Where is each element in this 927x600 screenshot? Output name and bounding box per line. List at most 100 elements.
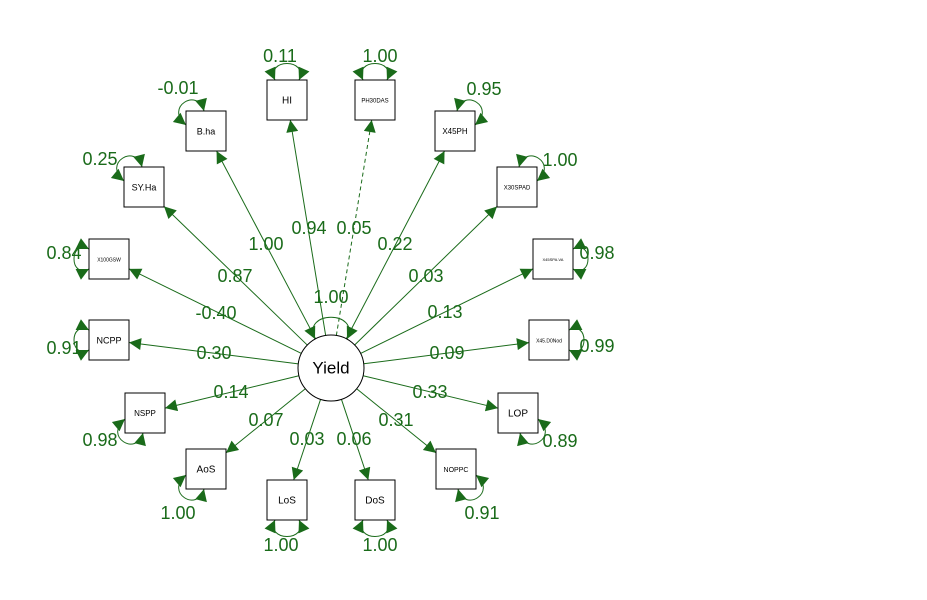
node-box-lop[interactable] (497, 392, 539, 434)
node-box-x45spad[interactable] (532, 238, 574, 280)
variance-loop-dos (352, 519, 398, 537)
path-coefficient-syha: 0.87 (217, 266, 252, 286)
node-label-x45ph: X45PH (442, 127, 468, 136)
node-label-noppc: NOPPC (444, 467, 469, 474)
node-box-x30spad[interactable] (496, 166, 538, 208)
variance-value-ncpp: 0.91 (46, 338, 81, 358)
variance-loop-aos (172, 474, 207, 503)
node-label-x45spad: X45SPA.VA (543, 257, 564, 262)
node-box-ph30das[interactable] (354, 79, 396, 121)
variance-loop-noppc (455, 474, 490, 503)
variance-value-noppc: 0.91 (464, 503, 499, 523)
yield-circle[interactable] (297, 334, 365, 402)
center-node[interactable]: Yield (297, 334, 365, 402)
variance-value-x45donod: 0.99 (579, 336, 614, 356)
path-coefficient-nspp: 0.14 (213, 382, 248, 402)
edge-ph30das (335, 119, 376, 336)
center-label: Yield (312, 358, 349, 377)
variance-value-x30spad: 1.00 (542, 150, 577, 170)
edge-ncpp (128, 338, 299, 365)
variance-loop-ncpp (73, 319, 90, 361)
node-box-syha[interactable] (123, 166, 165, 208)
node-box-dos[interactable] (354, 479, 396, 521)
path-coefficient-lop: 0.33 (412, 382, 447, 402)
edge-bha (216, 150, 317, 340)
node-label-ncpp: NCPP (96, 335, 121, 345)
label-layer: HI 0.94 0.11 PH30DAS 0.05 1.00 X45PH 0.22 0.95 X3… (46, 46, 614, 555)
center-variance-value: 1.00 (313, 287, 348, 307)
path-coefficient-hi: 0.94 (291, 218, 326, 238)
node-label-aos: AoS (197, 465, 216, 476)
edge-x100gsw (128, 268, 302, 354)
path-coefficient-aos: 0.07 (248, 410, 283, 430)
edge-layer (128, 119, 534, 481)
node-box-x100gsw[interactable] (88, 238, 130, 280)
node-label-hi: HI (282, 96, 292, 107)
variance-value-syha: 0.25 (82, 149, 117, 169)
variance-value-dos: 1.00 (362, 535, 397, 555)
variance-loop-x45ph (454, 97, 489, 126)
variance-loop-x30spad (516, 153, 551, 182)
node-label-syha: SY.Ha (132, 182, 157, 192)
variance-value-bha: -0.01 (157, 78, 198, 98)
edge-x30spad (354, 206, 498, 346)
edge-noppc (356, 388, 437, 454)
edge-x45donod (363, 338, 530, 365)
variance-value-aos: 1.00 (160, 503, 195, 523)
variance-value-x100gsw: 0.84 (46, 243, 81, 263)
variance-value-hi: 0.11 (263, 46, 297, 66)
node-box-nspp[interactable] (124, 392, 166, 434)
node-layer (88, 79, 574, 521)
edge-x45ph (345, 150, 445, 339)
edge-los (291, 399, 322, 481)
node-box-los[interactable] (266, 479, 308, 521)
node-box-ncpp[interactable] (88, 319, 130, 361)
variance-value-nspp: 0.98 (82, 430, 117, 450)
node-label-nspp: NSPP (134, 409, 156, 418)
variance-loop-syha (110, 153, 145, 182)
path-coefficient-x45ph: 0.22 (377, 234, 412, 254)
node-label-bha: B.ha (197, 126, 216, 136)
node-box-noppc[interactable] (435, 448, 477, 490)
node-label-x30spad: X30SPAD (504, 186, 531, 192)
path-coefficient-dos: 0.06 (336, 429, 371, 449)
variance-loop-layer (73, 63, 589, 537)
path-coefficient-los: 0.03 (289, 429, 324, 449)
variance-loop-los (264, 519, 310, 537)
variance-loop-x45donod (568, 319, 585, 361)
variance-value-los: 1.00 (263, 535, 298, 555)
path-coefficient-x30spad: 0.03 (408, 266, 443, 286)
variance-value-x45spad: 0.98 (579, 243, 614, 263)
node-label-los: LoS (278, 496, 296, 507)
edge-aos (225, 388, 306, 454)
edge-nspp (164, 375, 300, 412)
node-label-dos: DoS (365, 496, 385, 507)
path-coefficient-x100gsw: -0.40 (195, 303, 236, 323)
variance-loop-x100gsw (73, 238, 90, 280)
variance-loop-hi (264, 63, 310, 81)
edge-lop (362, 375, 499, 412)
node-box-x45ph[interactable] (434, 110, 476, 152)
variance-loop-ph30das (352, 63, 398, 81)
variance-loop-nspp (111, 418, 146, 447)
center-variance-loop (304, 316, 358, 340)
variance-value-lop: 0.89 (542, 431, 577, 451)
variance-loop-x45spad (572, 238, 589, 280)
variance-value-ph30das: 1.00 (362, 46, 397, 66)
node-label-ph30das: PH30DAS (361, 99, 388, 105)
edge-x45spad (360, 268, 534, 354)
edge-syha (163, 205, 308, 346)
variance-loop-lop (517, 418, 552, 447)
path-coefficient-x45donod: 0.09 (429, 343, 464, 363)
node-box-x45donod[interactable] (528, 319, 570, 361)
edge-hi (286, 119, 327, 336)
variance-loop-bha (172, 97, 207, 126)
variance-value-x45ph: 0.95 (466, 79, 501, 99)
node-box-aos[interactable] (185, 448, 227, 490)
node-label-x45donod: X45.D0Nod (536, 338, 562, 344)
node-box-bha[interactable] (185, 110, 227, 152)
node-label-lop: LOP (508, 409, 528, 420)
path-coefficient-noppc: 0.31 (378, 410, 413, 430)
node-box-hi[interactable] (266, 79, 308, 121)
